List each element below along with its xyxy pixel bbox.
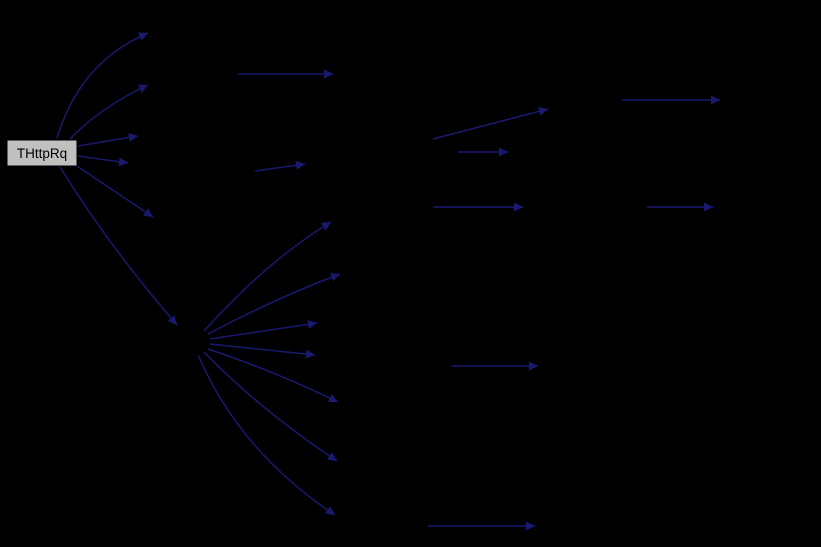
graph-edge-18: [209, 343, 316, 359]
graph-edge-15: [203, 221, 332, 332]
graph-edge-5: [59, 166, 178, 326]
graph-edge-8: [432, 106, 549, 140]
node-thttprq[interactable]: THttpRq: [6, 139, 78, 167]
graph-edge-3: [77, 155, 129, 167]
graph-edge-16: [207, 272, 341, 335]
node-thttprq-box[interactable]: [6, 139, 78, 167]
edges-layer: [56, 32, 720, 531]
graph-edge-17: [209, 319, 318, 340]
graph-edge-19: [207, 348, 339, 403]
graph-edge-21: [197, 354, 336, 516]
graph-edge-2: [77, 133, 139, 147]
graph-edge-0: [56, 32, 149, 139]
graph-edge-1: [69, 84, 149, 140]
graph-edge-20: [203, 351, 338, 462]
graph-edge-7: [254, 160, 306, 172]
graph-edge-4: [73, 163, 154, 218]
node-thttprq-label: THttpRq: [17, 146, 67, 161]
